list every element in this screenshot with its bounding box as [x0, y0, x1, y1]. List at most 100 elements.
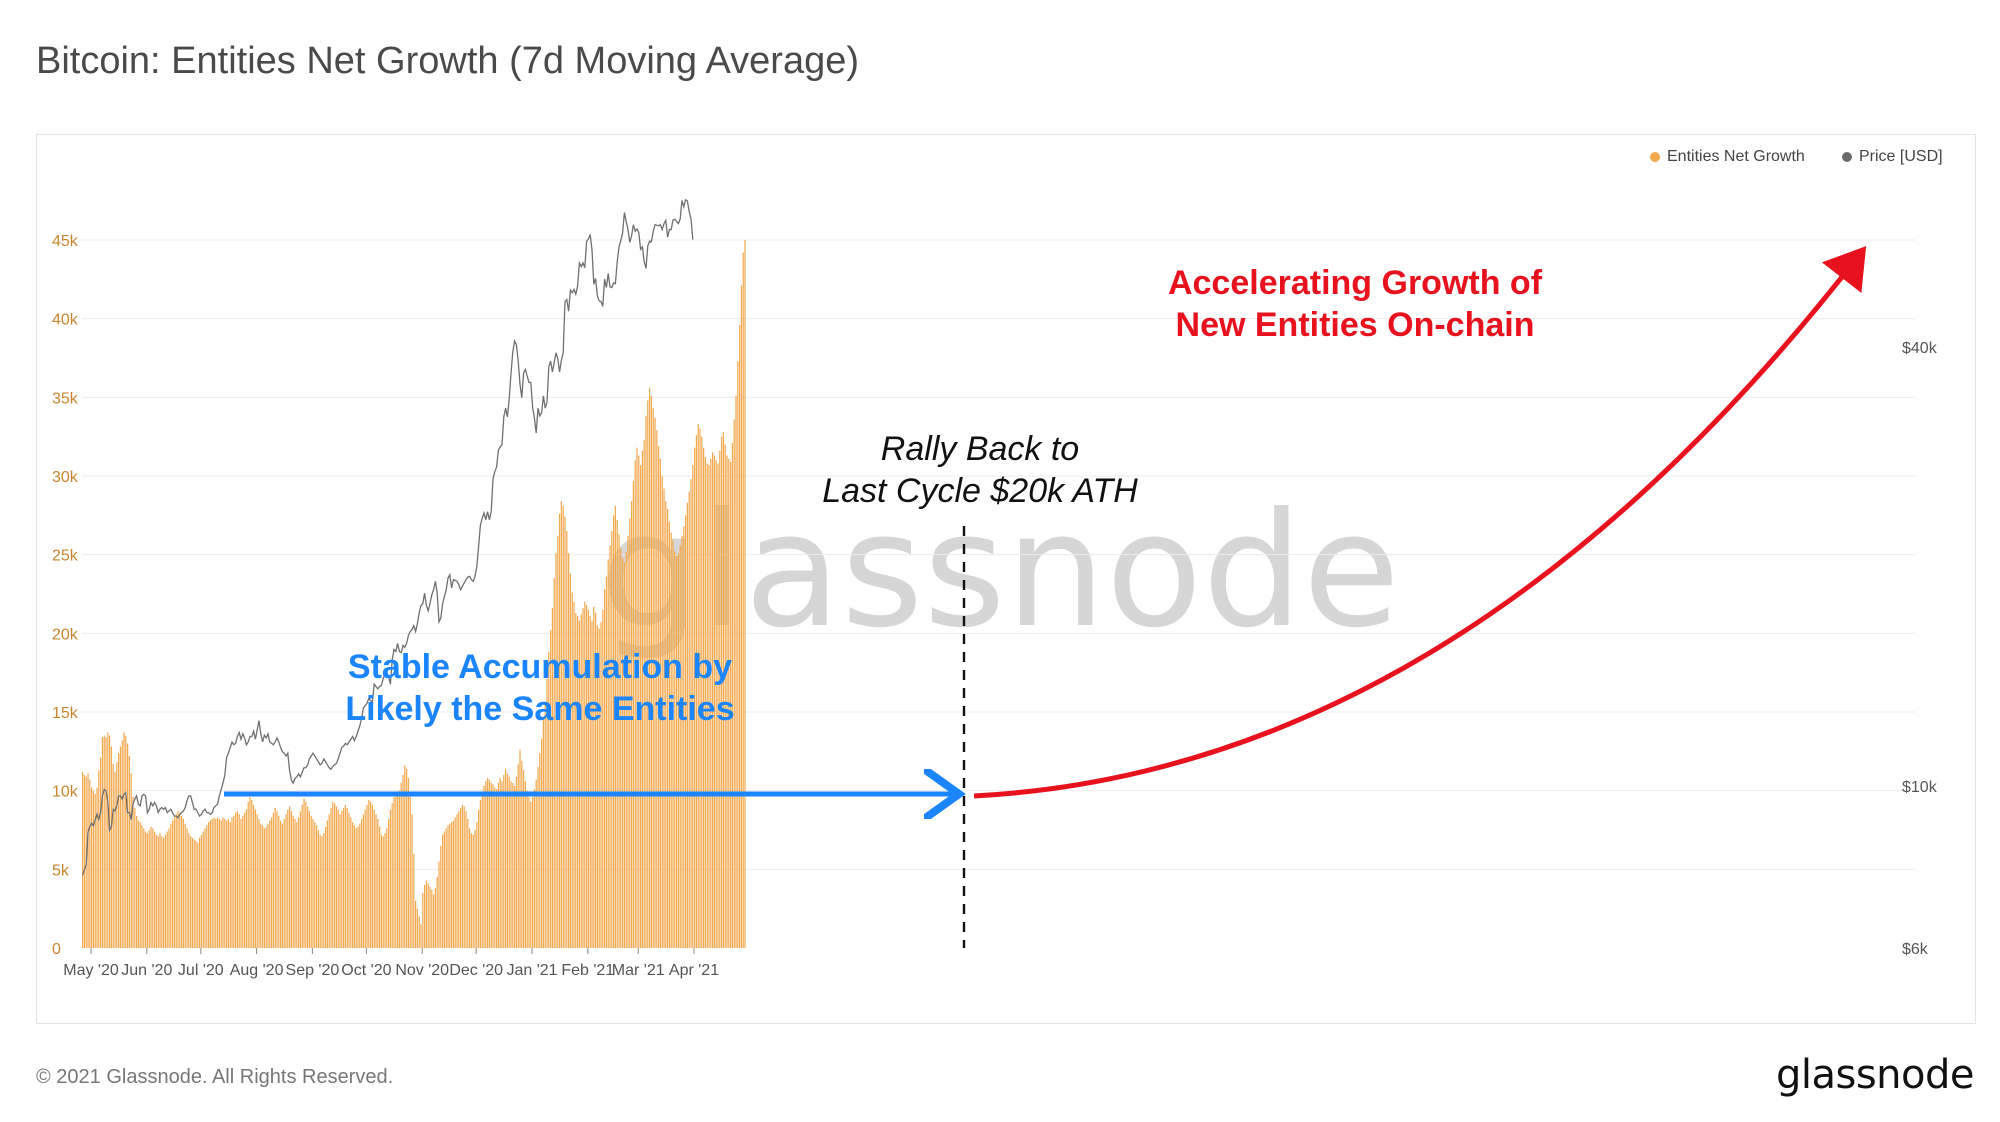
bar	[200, 834, 203, 948]
bar	[577, 616, 579, 948]
bar	[575, 612, 577, 948]
bar	[294, 818, 296, 948]
bar	[514, 785, 516, 948]
bar	[132, 796, 134, 948]
bar	[287, 809, 289, 948]
bar	[688, 491, 690, 948]
annotation-rally-line2: Last Cycle $20k ATH	[822, 472, 1138, 510]
bar	[571, 592, 573, 948]
bar	[553, 578, 555, 948]
bar	[258, 818, 260, 948]
bar	[337, 809, 339, 948]
bar	[350, 817, 352, 948]
x-tick-label: Mar '21	[612, 962, 665, 979]
bar	[254, 809, 257, 948]
bar	[373, 809, 375, 948]
bar	[440, 845, 442, 948]
glassnode-logo[interactable]: glassnode	[1775, 1052, 1975, 1098]
bar	[517, 763, 519, 948]
bar	[443, 831, 446, 948]
bar	[476, 822, 478, 948]
bar	[172, 820, 174, 948]
annotation-accel-line1: Accelerating Growth of	[1167, 264, 1543, 302]
bar	[469, 828, 471, 948]
bar	[344, 804, 347, 948]
bar	[380, 834, 383, 948]
bar	[262, 825, 264, 948]
bar	[460, 807, 462, 948]
bar	[416, 908, 419, 948]
x-tick-label: Jun '20	[121, 962, 172, 979]
price-line	[81, 198, 694, 876]
bar	[388, 818, 390, 948]
bar	[119, 746, 122, 948]
bar	[245, 809, 248, 948]
bar	[578, 620, 581, 948]
bar	[645, 416, 647, 949]
legend-label-entities: Entities Net Growth	[1667, 148, 1805, 165]
bar	[242, 815, 244, 948]
bar	[130, 773, 132, 948]
x-tick-label: May '20	[63, 962, 119, 979]
bar	[319, 834, 321, 948]
bar	[532, 796, 534, 948]
bar	[82, 771, 84, 948]
legend-price[interactable]: Price [USD]	[1842, 148, 1943, 166]
bar	[121, 740, 123, 948]
bar	[292, 815, 294, 948]
bar	[352, 822, 354, 948]
bar	[202, 831, 204, 948]
left-tick-label: 10k	[52, 784, 79, 801]
bar	[116, 762, 118, 948]
legend-entities[interactable]: Entities Net Growth	[1650, 148, 1805, 166]
annotation-rally-line1: Rally Back to	[880, 430, 1080, 468]
bar	[109, 735, 111, 948]
bar	[206, 825, 208, 948]
bar	[609, 545, 611, 948]
left-tick-label: 35k	[52, 390, 79, 407]
bar	[501, 781, 503, 948]
bar	[280, 820, 282, 948]
bar	[560, 501, 563, 948]
bar	[488, 779, 491, 948]
bar	[562, 505, 564, 948]
bar	[137, 820, 140, 948]
bar	[726, 455, 728, 948]
bar	[247, 801, 249, 948]
gridlines	[82, 239, 1915, 870]
bar	[692, 464, 694, 948]
bar	[668, 521, 671, 948]
legend-label-price: Price [USD]	[1859, 148, 1943, 165]
bar	[667, 509, 669, 948]
right-tick-label: $10k	[1902, 779, 1938, 796]
bar	[595, 612, 597, 948]
left-tick-label: 5k	[52, 862, 70, 879]
right-axis: $6k $10k $40k	[1902, 340, 1938, 958]
bar	[299, 811, 302, 948]
annotation-stable-line2: Likely the Same Entities	[345, 690, 735, 728]
bar	[112, 763, 114, 948]
bar	[323, 833, 325, 948]
annotation-accelerating: Accelerating Growth of New Entities On-c…	[1130, 262, 1580, 346]
bar	[715, 460, 717, 948]
bar	[582, 608, 584, 948]
bar	[290, 811, 293, 948]
bar	[118, 752, 120, 948]
bar	[265, 826, 267, 948]
annotation-stable: Stable Accumulation by Likely the Same E…	[300, 646, 780, 730]
bar	[226, 820, 228, 948]
bar	[256, 814, 258, 948]
bar	[281, 823, 284, 948]
chart-title: Bitcoin: Entities Net Growth (7d Moving …	[36, 40, 860, 82]
bar	[647, 400, 649, 949]
bar	[235, 812, 237, 948]
bar	[636, 447, 638, 948]
bar	[136, 815, 138, 948]
bar	[231, 817, 233, 948]
bar	[170, 823, 172, 948]
bar	[591, 620, 593, 948]
bar	[478, 809, 480, 948]
bar	[359, 823, 361, 948]
bar	[528, 796, 530, 948]
copyright-footer: © 2021 Glassnode. All Rights Reserved.	[36, 1066, 394, 1088]
